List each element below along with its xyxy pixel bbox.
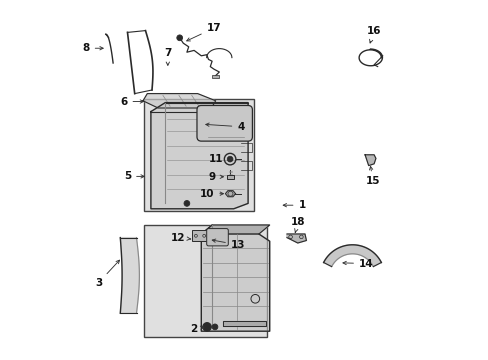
- Circle shape: [203, 323, 211, 331]
- Text: 3: 3: [95, 260, 119, 288]
- Polygon shape: [142, 94, 215, 108]
- Text: 13: 13: [212, 239, 245, 250]
- Text: 7: 7: [164, 48, 171, 65]
- Bar: [227, 175, 233, 179]
- Bar: [144, 99, 254, 211]
- Text: 9: 9: [208, 172, 223, 182]
- Text: 18: 18: [291, 217, 305, 233]
- Circle shape: [212, 324, 218, 330]
- Polygon shape: [225, 191, 235, 197]
- FancyBboxPatch shape: [206, 229, 228, 246]
- Circle shape: [183, 201, 189, 206]
- Polygon shape: [286, 234, 306, 243]
- Polygon shape: [365, 155, 375, 166]
- Circle shape: [227, 156, 232, 162]
- Text: 6: 6: [120, 96, 143, 107]
- Text: 12: 12: [170, 233, 190, 243]
- Polygon shape: [201, 225, 269, 234]
- Text: 17: 17: [186, 23, 221, 41]
- Polygon shape: [120, 238, 139, 313]
- Text: 11: 11: [208, 154, 232, 164]
- Bar: [212, 75, 218, 78]
- Text: 2: 2: [189, 324, 203, 334]
- Polygon shape: [201, 234, 269, 331]
- Text: 10: 10: [200, 189, 223, 199]
- Text: 8: 8: [82, 43, 103, 53]
- Text: 1: 1: [283, 200, 305, 210]
- Text: 5: 5: [123, 171, 144, 181]
- Polygon shape: [323, 245, 381, 266]
- FancyBboxPatch shape: [197, 105, 252, 141]
- Text: 15: 15: [366, 166, 380, 186]
- Text: 16: 16: [366, 26, 381, 43]
- Bar: [192, 230, 208, 241]
- Text: 14: 14: [342, 258, 373, 269]
- Bar: [144, 225, 266, 337]
- Polygon shape: [151, 103, 247, 209]
- Circle shape: [177, 35, 182, 41]
- Polygon shape: [223, 321, 265, 326]
- Text: 4: 4: [205, 122, 244, 132]
